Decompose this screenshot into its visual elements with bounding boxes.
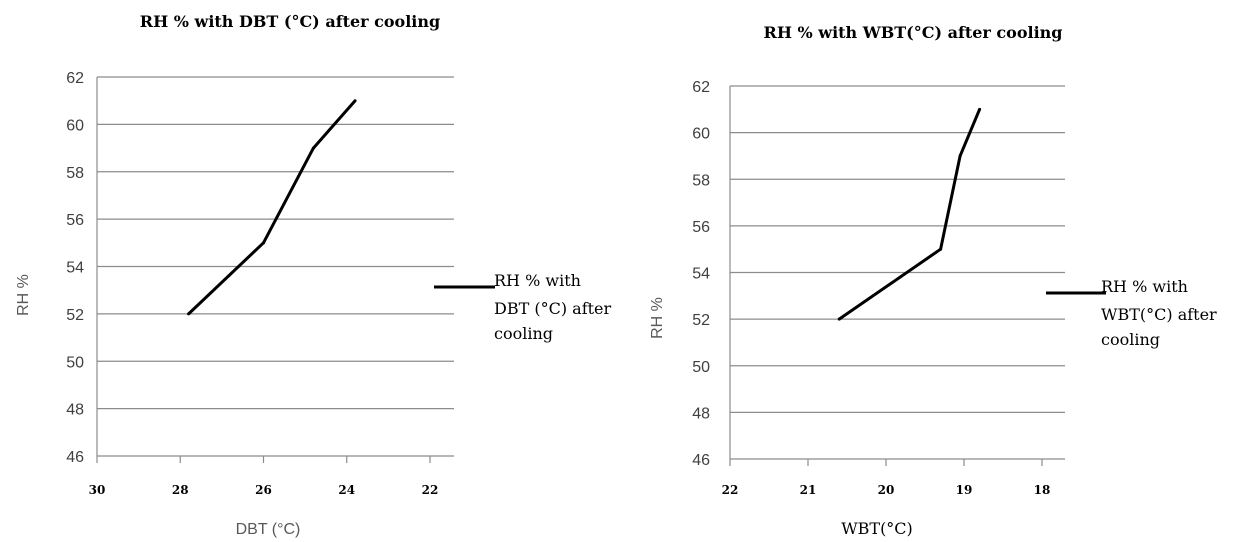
dbt-legend-label-1: RH % with: [494, 271, 581, 290]
dbt-y-tick-label: 58: [66, 165, 84, 182]
wbt-gridlines: [729, 85, 1065, 460]
wbt-x-tick-label: 20: [878, 483, 895, 497]
wbt-legend: RH % with WBT(°C) after cooling: [1046, 277, 1217, 349]
dbt-gridlines: [96, 76, 454, 457]
wbt-y-tick-label: 58: [692, 172, 710, 189]
wbt-legend-label-3: cooling: [1101, 330, 1160, 349]
dbt-chart: RH % with DBT (°C) after cooling RH % DB…: [15, 12, 612, 538]
wbt-data-point: [837, 317, 841, 321]
dbt-y-axis-label: RH %: [15, 274, 32, 316]
wbt-data-point: [939, 247, 943, 251]
wbt-y-tick-label: 46: [692, 452, 710, 469]
dbt-series-line: [187, 99, 357, 315]
dbt-data-point: [311, 146, 315, 150]
wbt-x-tick-label: 21: [800, 483, 817, 497]
dbt-data-point: [187, 312, 191, 316]
wbt-chart-title: RH % with WBT(°C) after cooling: [764, 23, 1063, 42]
wbt-data-point: [958, 154, 962, 158]
wbt-series-line: [838, 108, 981, 321]
wbt-y-tick-label: 50: [692, 359, 710, 376]
wbt-y-tick-label: 48: [692, 405, 710, 422]
dbt-y-ticks: 46 48 50 52 54 56 58 60 62: [66, 70, 84, 466]
wbt-x-tick-label: 22: [722, 483, 739, 497]
wbt-y-tick-label: 54: [692, 266, 710, 283]
wbt-legend-label-2: WBT(°C) after: [1101, 305, 1217, 324]
dbt-x-axis-label: DBT (°C): [236, 521, 301, 538]
wbt-y-tick-label: 62: [692, 79, 710, 96]
dbt-y-tick-label: 48: [66, 402, 84, 419]
dbt-y-tick-label: 54: [66, 260, 84, 277]
wbt-x-axis-label: WBT(°C): [841, 519, 913, 538]
wbt-legend-label-1: RH % with: [1101, 277, 1188, 296]
wbt-x-tick-label: 18: [1034, 483, 1051, 497]
wbt-x-tick-label: 19: [956, 483, 973, 497]
dbt-y-tick-label: 50: [66, 354, 84, 371]
dbt-legend-label-2: DBT (°C) after: [494, 299, 612, 318]
dbt-legend-label-3: cooling: [494, 324, 553, 343]
dbt-x-tick-label: 30: [89, 483, 106, 497]
dbt-x-tick-label: 26: [255, 483, 272, 497]
wbt-chart: RH % with WBT(°C) after cooling RH % WBT…: [649, 23, 1217, 538]
dbt-y-tick-label: 52: [66, 307, 84, 324]
dbt-data-point: [262, 241, 265, 245]
dbt-y-tick-label: 56: [66, 212, 84, 229]
dbt-chart-title: RH % with DBT (°C) after cooling: [140, 12, 440, 31]
dbt-x-tick-label: 28: [172, 483, 189, 497]
wbt-y-ticks: 46 48 50 52 54 56 58 60 62: [692, 79, 710, 469]
dbt-y-tick-label: 46: [66, 449, 84, 466]
dbt-legend: RH % with DBT (°C) after cooling: [434, 271, 612, 343]
dbt-y-tick-label: 60: [66, 117, 84, 134]
wbt-y-tick-label: 56: [692, 219, 710, 236]
wbt-x-ticks: 22 21 20 19 18: [722, 459, 1051, 497]
wbt-y-tick-label: 60: [692, 126, 710, 143]
dbt-series: [187, 99, 357, 316]
wbt-y-axis-label: RH %: [649, 297, 666, 339]
wbt-data-point: [978, 107, 982, 111]
dbt-y-tick-label: 62: [66, 70, 84, 87]
dbt-x-ticks: 30 28 26 24 22: [89, 456, 439, 497]
dbt-x-tick-label: 22: [422, 483, 439, 497]
dbt-data-point: [353, 99, 357, 103]
dbt-x-tick-label: 24: [338, 483, 355, 497]
wbt-series: [837, 107, 982, 321]
wbt-y-tick-label: 52: [692, 312, 710, 329]
